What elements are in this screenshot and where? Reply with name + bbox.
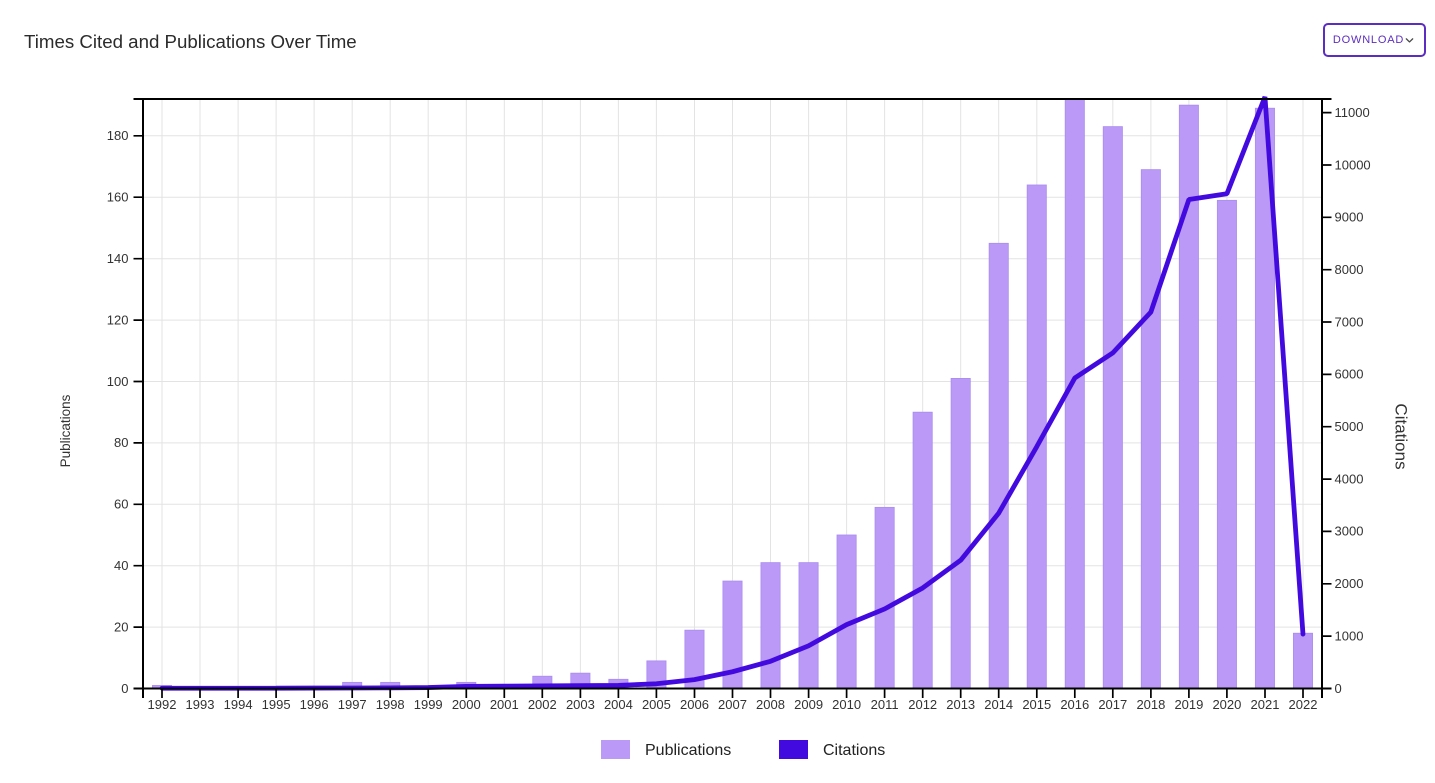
svg-text:120: 120 (107, 312, 129, 327)
svg-text:2013: 2013 (946, 697, 975, 712)
svg-text:Citations: Citations (1392, 403, 1411, 469)
svg-text:Publications: Publications (58, 394, 73, 467)
svg-text:2015: 2015 (1022, 697, 1051, 712)
svg-text:3000: 3000 (1335, 524, 1364, 539)
svg-text:2011: 2011 (871, 697, 899, 712)
svg-text:60: 60 (114, 497, 128, 512)
svg-text:2020: 2020 (1212, 697, 1241, 712)
svg-text:1000: 1000 (1335, 628, 1364, 643)
svg-text:180: 180 (107, 128, 129, 143)
svg-text:1998: 1998 (376, 697, 405, 712)
svg-text:2021: 2021 (1251, 697, 1280, 712)
svg-text:2017: 2017 (1098, 697, 1127, 712)
svg-text:100: 100 (107, 374, 129, 389)
svg-text:1997: 1997 (338, 697, 367, 712)
svg-text:1993: 1993 (186, 697, 215, 712)
svg-text:160: 160 (107, 190, 129, 205)
svg-text:2022: 2022 (1289, 697, 1318, 712)
svg-text:2019: 2019 (1174, 697, 1203, 712)
svg-text:2007: 2007 (718, 697, 747, 712)
svg-text:2004: 2004 (604, 697, 633, 712)
svg-text:2010: 2010 (832, 697, 861, 712)
svg-text:1999: 1999 (414, 697, 443, 712)
svg-text:2008: 2008 (756, 697, 785, 712)
svg-text:20: 20 (114, 619, 128, 634)
svg-text:1994: 1994 (224, 697, 253, 712)
svg-text:7000: 7000 (1335, 314, 1364, 329)
svg-text:2014: 2014 (984, 697, 1013, 712)
svg-text:9000: 9000 (1335, 210, 1364, 225)
svg-text:80: 80 (114, 435, 128, 450)
svg-text:2016: 2016 (1060, 697, 1089, 712)
svg-text:0: 0 (121, 681, 128, 696)
svg-text:40: 40 (114, 558, 128, 573)
svg-text:1992: 1992 (148, 697, 177, 712)
svg-text:1995: 1995 (262, 697, 291, 712)
svg-text:2002: 2002 (528, 697, 557, 712)
svg-text:5000: 5000 (1335, 419, 1364, 434)
svg-text:1996: 1996 (300, 697, 329, 712)
svg-text:2000: 2000 (452, 697, 481, 712)
svg-text:8000: 8000 (1335, 262, 1364, 277)
svg-text:0: 0 (1335, 681, 1342, 696)
svg-text:140: 140 (107, 251, 129, 266)
svg-text:2003: 2003 (566, 697, 595, 712)
svg-text:2018: 2018 (1136, 697, 1165, 712)
svg-text:2001: 2001 (490, 697, 519, 712)
svg-text:2009: 2009 (794, 697, 823, 712)
svg-text:10000: 10000 (1335, 157, 1371, 172)
svg-text:6000: 6000 (1335, 367, 1364, 382)
svg-text:2000: 2000 (1335, 576, 1364, 591)
svg-text:2012: 2012 (908, 697, 937, 712)
svg-text:2005: 2005 (642, 697, 671, 712)
svg-text:2006: 2006 (680, 697, 709, 712)
svg-text:4000: 4000 (1335, 471, 1364, 486)
svg-text:11000: 11000 (1335, 105, 1370, 120)
